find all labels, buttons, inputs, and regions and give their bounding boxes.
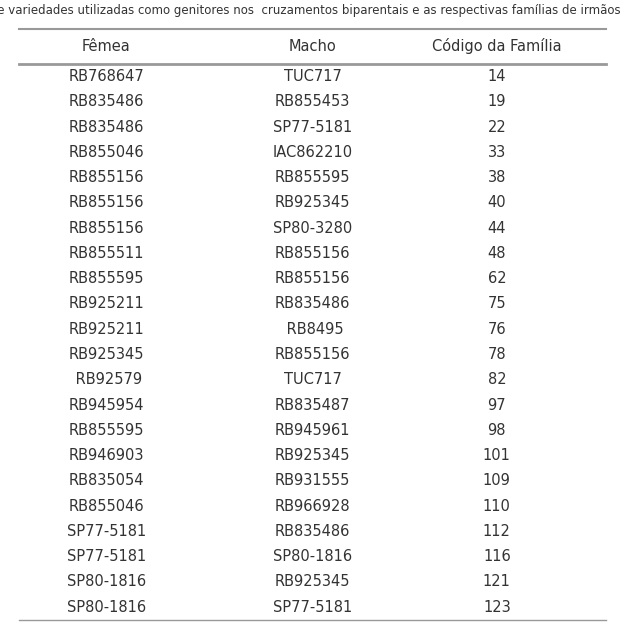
Text: RB925211: RB925211 [68,296,144,311]
Text: 123: 123 [483,599,511,615]
Text: RB855156: RB855156 [275,246,350,261]
Text: 62: 62 [488,271,506,286]
Text: Fêmea: Fêmea [82,38,131,54]
Text: 112: 112 [483,524,511,539]
Text: RB925345: RB925345 [275,574,350,589]
Text: 48: 48 [488,246,506,261]
Text: 40: 40 [488,196,506,210]
Text: SP80-1816: SP80-1816 [67,599,146,615]
Text: TUC717: TUC717 [284,373,341,387]
Text: RB835486: RB835486 [275,524,350,539]
Text: RB855453: RB855453 [275,95,350,109]
Text: SP80-1816: SP80-1816 [273,549,352,564]
Text: RB8495: RB8495 [282,321,343,337]
Text: RB855595: RB855595 [69,271,144,286]
Text: Código da Família: Código da Família [432,38,562,54]
Text: 14: 14 [488,69,506,84]
Text: 33: 33 [488,145,506,160]
Text: 76: 76 [488,321,506,337]
Text: RB835054: RB835054 [69,473,144,488]
Text: 38: 38 [488,170,506,185]
Text: RB925345: RB925345 [275,448,350,463]
Text: Tabela 1 –  Relação dos clones e variedades utilizadas como genitores nos  cruza: Tabela 1 – Relação dos clones e variedad… [0,4,625,17]
Text: 19: 19 [488,95,506,109]
Text: RB92579: RB92579 [71,373,142,387]
Text: 109: 109 [483,473,511,488]
Text: RB931555: RB931555 [275,473,350,488]
Text: IAC862210: IAC862210 [272,145,352,160]
Text: 75: 75 [488,296,506,311]
Text: SP77-5181: SP77-5181 [67,524,146,539]
Text: SP80-1816: SP80-1816 [67,574,146,589]
Text: RB855156: RB855156 [69,196,144,210]
Text: RB925345: RB925345 [275,196,350,210]
Text: RB855156: RB855156 [69,220,144,236]
Text: 78: 78 [488,347,506,362]
Text: RB966928: RB966928 [275,498,350,514]
Text: 22: 22 [488,119,506,135]
Text: SP77-5181: SP77-5181 [273,119,352,135]
Text: RB855595: RB855595 [275,170,350,185]
Text: RB835487: RB835487 [275,397,350,413]
Text: RB946903: RB946903 [69,448,144,463]
Text: RB855595: RB855595 [69,423,144,438]
Text: 98: 98 [488,423,506,438]
Text: RB855156: RB855156 [69,170,144,185]
Text: RB925211: RB925211 [68,321,144,337]
Text: RB925345: RB925345 [69,347,144,362]
Text: 97: 97 [488,397,506,413]
Text: RB855046: RB855046 [69,498,144,514]
Text: RB835486: RB835486 [69,119,144,135]
Text: RB945954: RB945954 [69,397,144,413]
Text: 116: 116 [483,549,511,564]
Text: SP80-3280: SP80-3280 [273,220,352,236]
Text: RB855156: RB855156 [275,347,350,362]
Text: RB945961: RB945961 [275,423,350,438]
Text: RB855046: RB855046 [69,145,144,160]
Text: RB855156: RB855156 [275,271,350,286]
Text: 82: 82 [488,373,506,387]
Text: Macho: Macho [289,38,336,54]
Text: 110: 110 [483,498,511,514]
Text: SP77-5181: SP77-5181 [67,549,146,564]
Text: SP77-5181: SP77-5181 [273,599,352,615]
Text: 44: 44 [488,220,506,236]
Text: RB835486: RB835486 [69,95,144,109]
Text: RB855511: RB855511 [69,246,144,261]
Text: RB768647: RB768647 [68,69,144,84]
Text: 101: 101 [483,448,511,463]
Text: 121: 121 [483,574,511,589]
Text: RB835486: RB835486 [275,296,350,311]
Text: TUC717: TUC717 [284,69,341,84]
